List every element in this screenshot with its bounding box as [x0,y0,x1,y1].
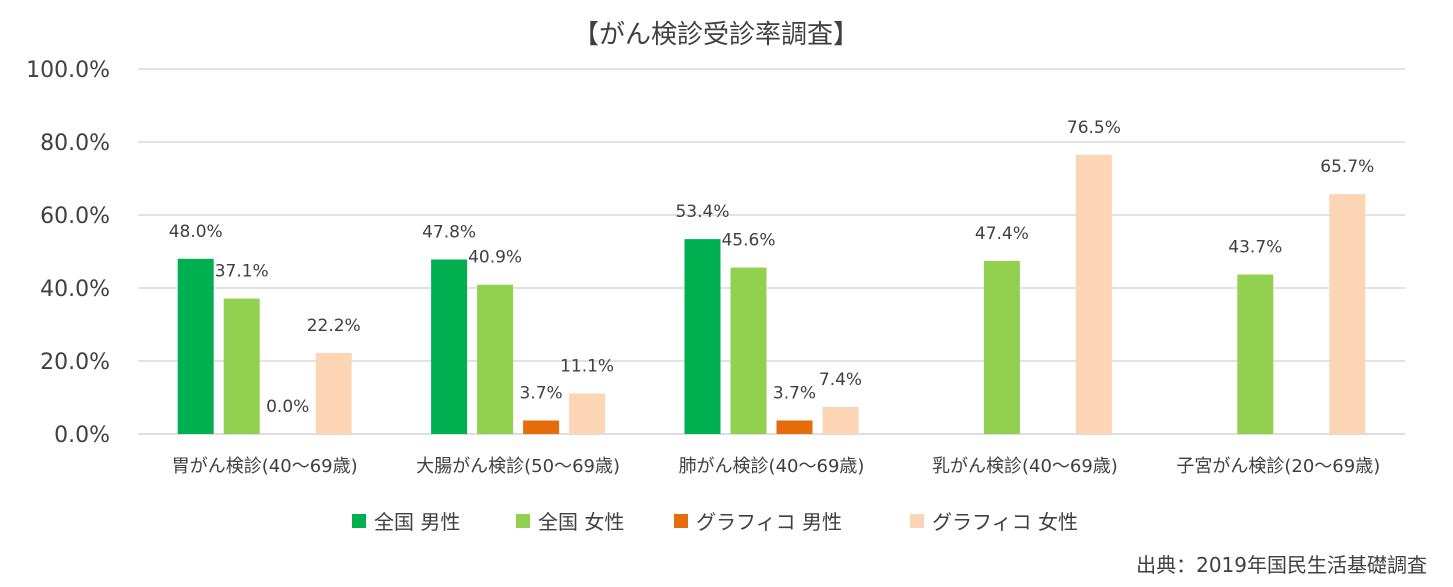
data-label: 37.1% [215,262,269,282]
data-label: 11.1% [560,356,614,376]
bar [223,298,260,434]
bar [1075,154,1112,434]
data-label: 0.0% [266,397,309,417]
bar [1237,274,1274,434]
legend-swatch [910,514,924,528]
bar [431,259,468,434]
legend-swatch [516,514,530,528]
y-tick-label: 40.0% [40,277,110,302]
category-label: 胃がん検診(40～69歳) [172,456,358,477]
legend-swatch [674,514,688,528]
data-label: 22.2% [307,316,361,336]
data-label: 53.4% [675,202,729,222]
bar [730,267,767,434]
data-label: 45.6% [721,231,775,251]
bar [477,284,514,434]
legend-label: 全国 男性 [374,510,460,534]
legend-label: グラフィコ 男性 [696,510,842,534]
data-labels: 48.0% 37.1% 0.0% 22.2% 47.8% 40.9% 3.7% 11.1% 53… [169,118,1375,417]
bar [569,393,606,434]
category-label: 肺がん検診(40～69歳) [679,456,865,477]
data-label: 43.7% [1228,237,1282,257]
legend-label: グラフィコ 女性 [932,510,1078,534]
x-axis-category-labels: 胃がん検診(40～69歳) 大腸がん検診(50～69歳) 肺がん検診(40～69歳)… [172,456,1380,477]
bar [776,420,813,434]
y-tick-label: 80.0% [40,131,110,156]
y-tick-label: 20.0% [40,350,110,375]
bar [983,260,1020,434]
data-label: 48.0% [169,222,223,242]
chart-title: 【がん検診受診率調査】 [573,20,859,50]
legend-label: 全国 女性 [538,510,624,534]
category-label: 大腸がん検診(50～69歳) [416,456,620,477]
bar [315,352,352,434]
bars [177,154,1366,434]
category-label: 乳がん検診(40～69歳) [932,456,1118,477]
data-label: 3.7% [519,383,562,403]
y-tick-label: 0.0% [54,423,110,448]
y-axis-tick-labels: 0.0% 20.0% 40.0% 60.0% 80.0% 100.0% [26,58,110,448]
source-note: 出典：2019年国民生活基礎調査 [1136,553,1427,577]
data-label: 76.5% [1067,118,1121,138]
data-label: 7.4% [819,370,862,390]
bar [523,420,560,434]
bar [1329,194,1366,434]
data-label: 47.4% [975,224,1029,244]
y-tick-label: 60.0% [40,204,110,229]
bar [822,406,859,434]
data-label: 40.9% [468,248,522,268]
bar [684,239,721,434]
legend-swatch [352,514,366,528]
data-label: 3.7% [773,383,816,403]
data-label: 65.7% [1320,157,1374,177]
category-label: 子宮がん検診(20～69歳) [1176,456,1380,477]
bar [177,258,214,434]
data-label: 47.8% [422,223,476,243]
legend: 全国 男性 全国 女性 グラフィコ 男性 グラフィコ 女性 [352,510,1078,534]
y-tick-label: 100.0% [26,58,110,83]
